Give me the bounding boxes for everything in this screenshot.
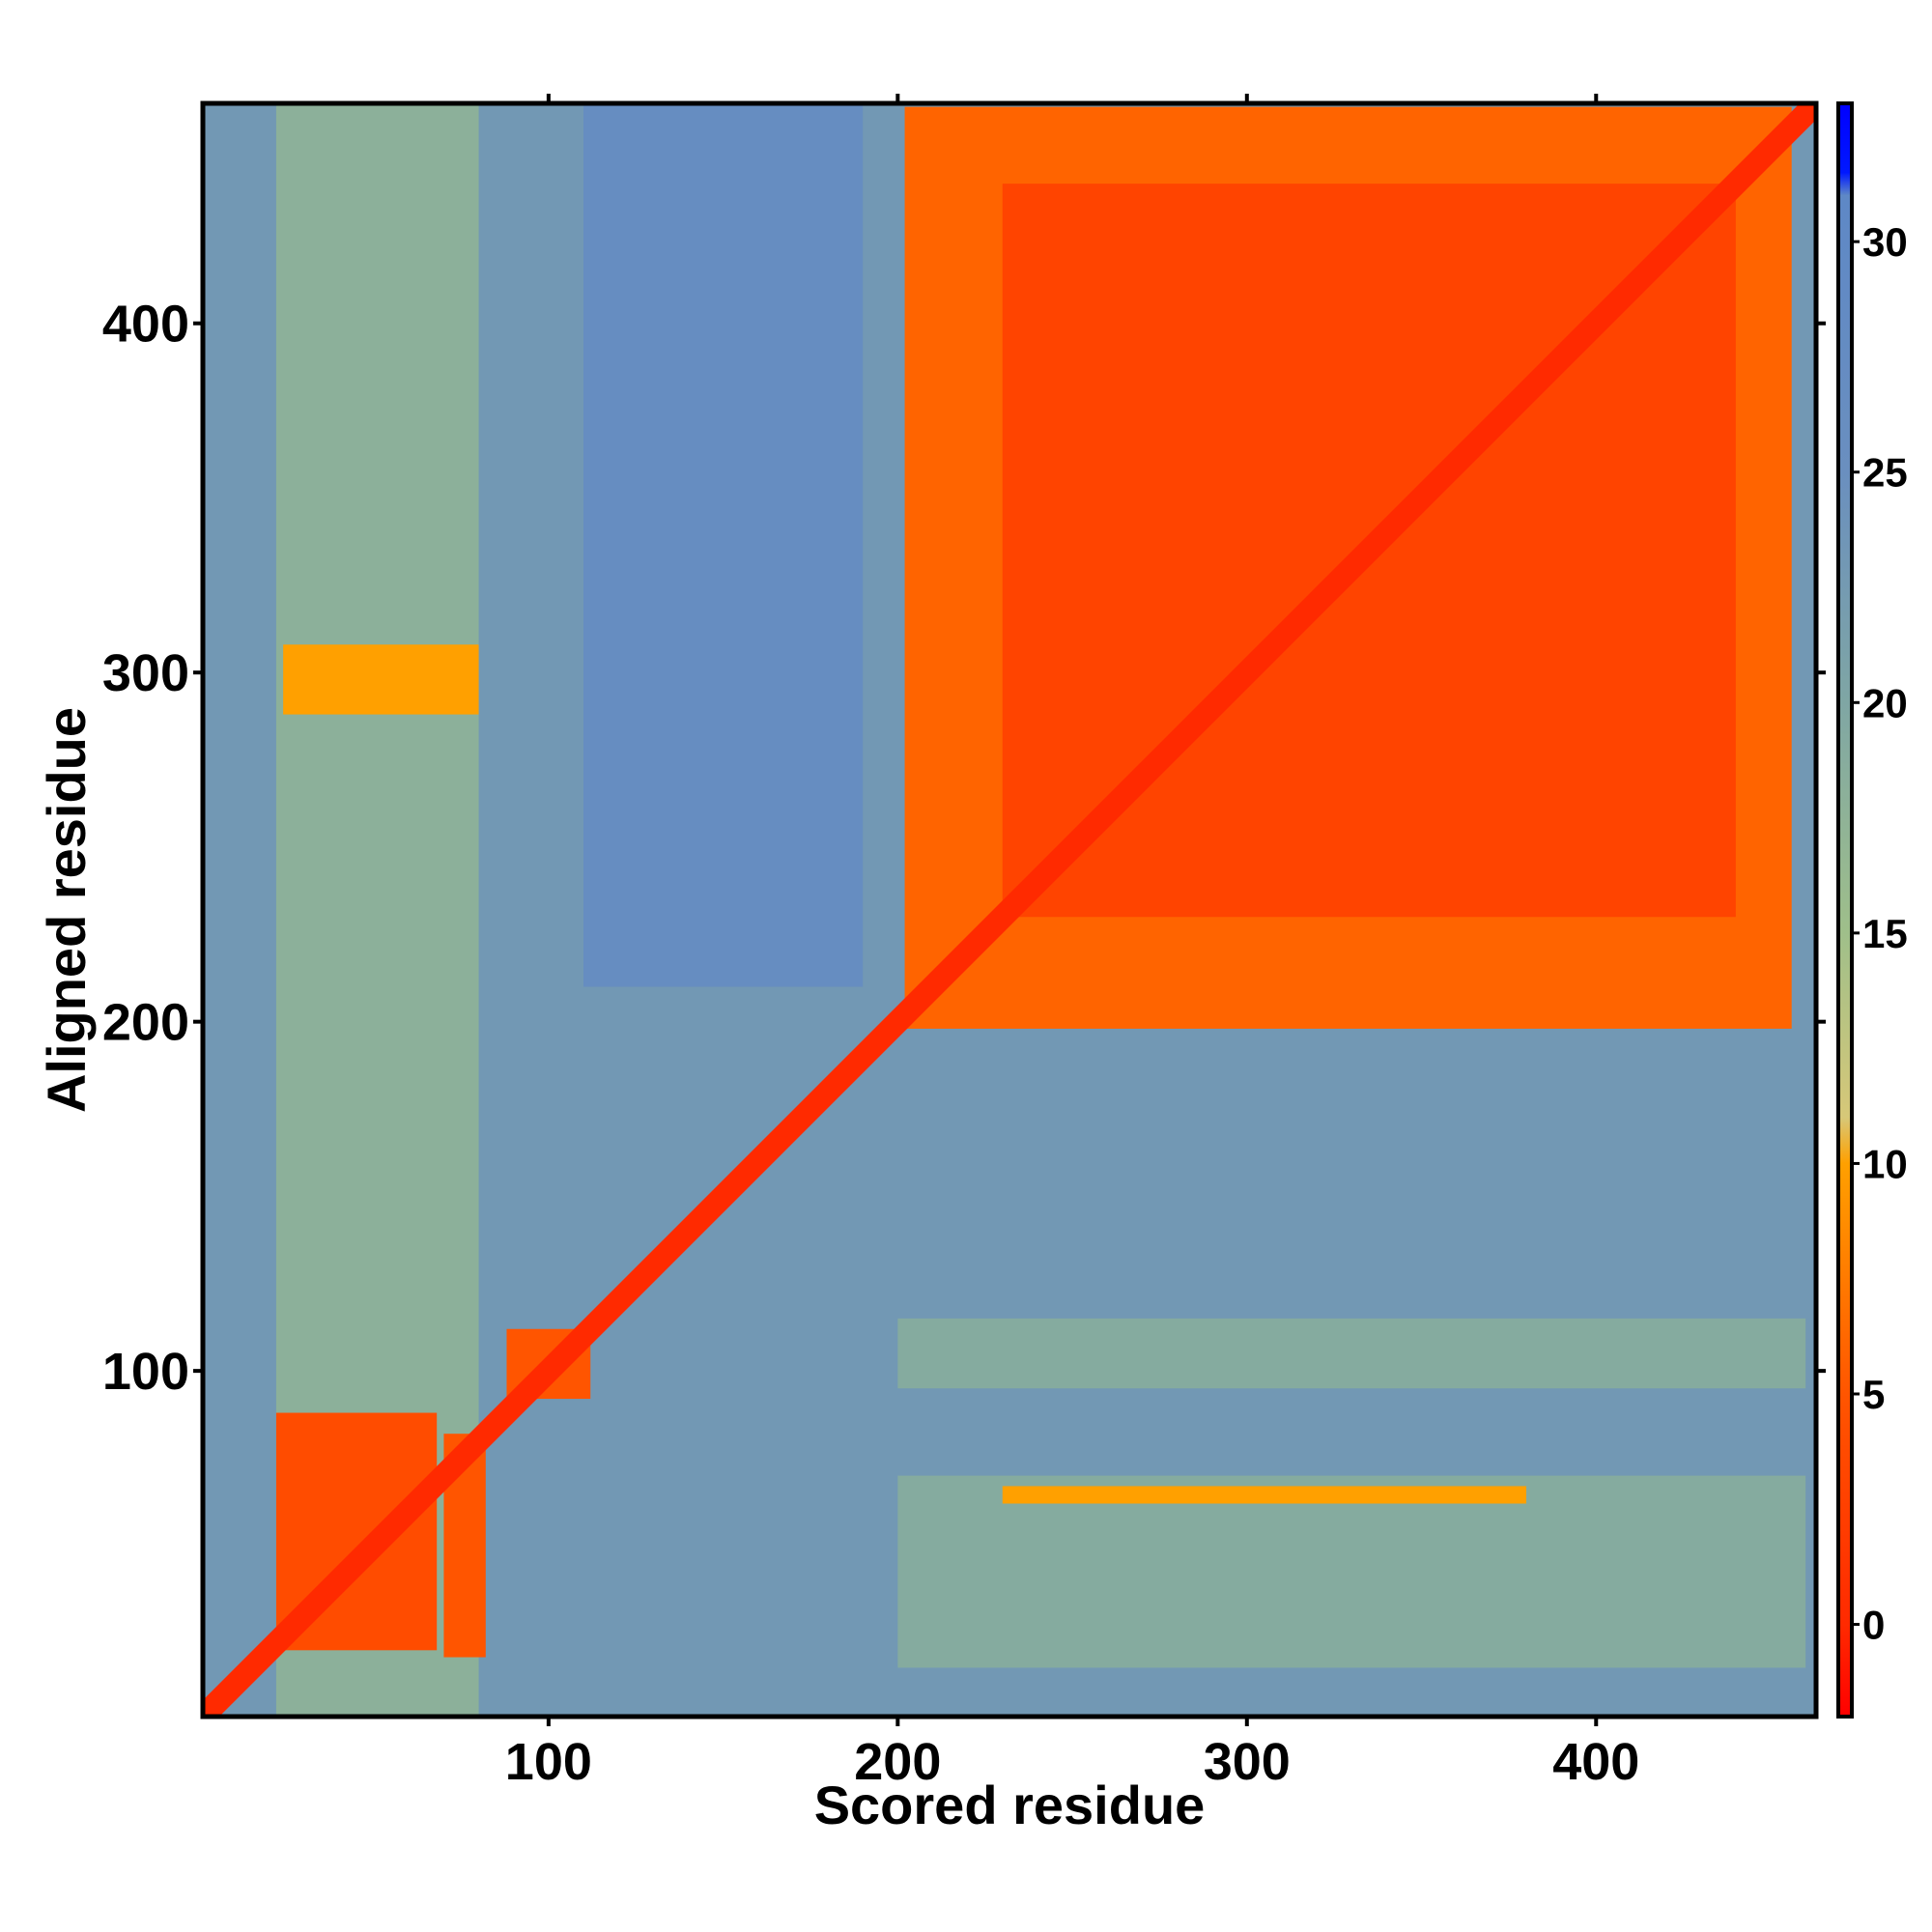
y-tick-label-200: 200 (102, 994, 189, 1052)
y-axis-title: Aligned residue (36, 707, 97, 1113)
colorbar-tick-label-20: 20 (1862, 680, 1908, 725)
colorbar-frame (1836, 101, 1854, 1719)
colorbar-tick-label-5: 5 (1862, 1372, 1885, 1417)
heatmap-region-contact-row-65 (1002, 1486, 1526, 1504)
heatmap-diagonal (203, 103, 1816, 1717)
colorbar-tick-label-15: 15 (1862, 911, 1908, 956)
colorbar-gradient (1838, 103, 1852, 1717)
colorbar-tick-label-10: 10 (1862, 1141, 1908, 1186)
heatmap-region-lightband-bottom (897, 1475, 1806, 1668)
colorbar-ticks: 0 5 10 15 20 25 30 (1852, 219, 1908, 1648)
x-tick-label-100: 100 (505, 1733, 592, 1791)
plot-frame (200, 100, 1819, 1719)
y-axis: 100 200 300 400 (102, 296, 1826, 1401)
heatmap-region-lightband-row100 (897, 1318, 1806, 1389)
colorbar: 0 5 10 15 20 25 30 (1836, 101, 1908, 1719)
x-tick-label-300: 300 (1204, 1733, 1291, 1791)
colorbar-tick-label-25: 25 (1862, 450, 1908, 496)
x-axis: 100 200 300 400 (505, 94, 1639, 1791)
x-tick-label-200: 200 (854, 1733, 941, 1791)
colorbar-tick-label-30: 30 (1862, 219, 1908, 265)
y-tick-label-300: 300 (102, 644, 189, 702)
heatmap-region-darkband-mid (583, 103, 864, 987)
y-tick-label-100: 100 (102, 1343, 189, 1401)
y-tick-label-400: 400 (102, 296, 189, 354)
colorbar-tick-label-0: 0 (1862, 1603, 1885, 1648)
x-tick-label-400: 400 (1552, 1733, 1639, 1791)
x-axis-title: Scored residue (814, 1775, 1206, 1835)
heatmap-cells (203, 103, 1816, 1717)
heatmap-region-contact-block-300 (283, 644, 479, 715)
